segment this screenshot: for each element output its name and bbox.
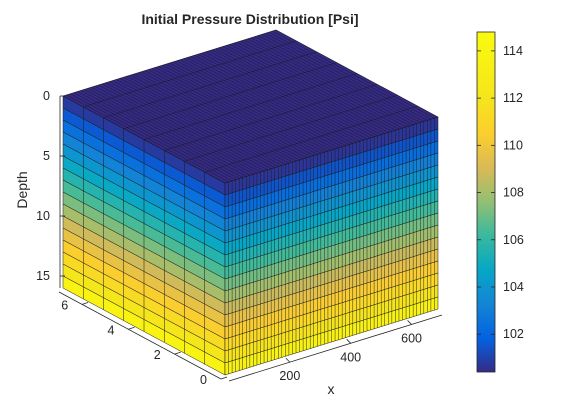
top-face-grid-line	[184, 95, 398, 162]
pressure-box	[62, 29, 439, 376]
y-axis: 0 2 4 6	[58, 291, 228, 387]
colorbar-tick-label: 108	[503, 186, 524, 200]
colorbar-tick-label: 104	[503, 280, 524, 294]
depth-tick-label: 15	[36, 269, 50, 283]
y-tick-label: 4	[107, 323, 114, 337]
colorbar-tick-label: 112	[503, 91, 523, 105]
x-tick-label: 400	[340, 350, 361, 364]
x-tick-mark	[407, 320, 412, 325]
top-face-grid-line	[123, 62, 337, 129]
colorbar-ticks: 102 104 106 108 110 112 114	[477, 44, 524, 341]
y-tick-label: 6	[61, 298, 68, 312]
x-tick-label: 200	[279, 369, 300, 383]
x-axis-label: x	[328, 381, 335, 397]
colorbar-tick-label: 102	[503, 327, 524, 341]
top-face-grid-line	[143, 73, 358, 140]
depth-axis: 0 5 10 15	[36, 89, 65, 288]
colorbar: 102 104 106 108 110 112 114	[476, 31, 524, 373]
x-axis-line	[228, 314, 443, 382]
y-axis-line	[58, 291, 222, 380]
colorbar-gradient	[476, 31, 496, 373]
y-tick-mark	[174, 351, 181, 355]
y-tick-mark	[128, 326, 135, 330]
x-tick-label: 600	[401, 331, 422, 345]
x-tick-mark	[346, 339, 351, 344]
colorbar-tick-label: 110	[503, 138, 523, 152]
y-tick-label: 0	[200, 373, 207, 387]
colorbar-tick-label: 114	[503, 44, 523, 58]
depth-tick-label: 5	[43, 149, 50, 163]
top-face-grid-line	[164, 84, 378, 151]
top-face-grid-line	[83, 40, 297, 108]
y-tick-mark	[220, 376, 228, 380]
depth-axis-label: Depth	[14, 171, 30, 208]
x-tick-mark	[285, 357, 291, 363]
y-tick-mark	[82, 302, 89, 305]
depth-tick-label: 10	[36, 209, 50, 223]
chart-title: Initial Pressure Distribution [Psi]	[141, 11, 358, 27]
y-tick-label: 2	[154, 348, 161, 362]
top-face-grid-line	[103, 51, 317, 118]
colorbar-tick-label: 106	[503, 233, 524, 247]
x-axis: 200 400 600	[228, 314, 443, 383]
top-face-grid-line	[204, 105, 418, 173]
depth-tick-label: 0	[43, 89, 50, 103]
